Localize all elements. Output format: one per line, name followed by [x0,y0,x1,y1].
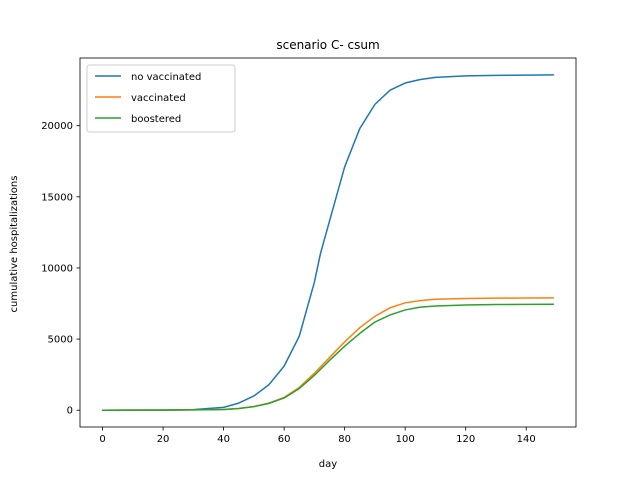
x-tick-label: 60 [278,434,291,445]
y-tick-label: 5000 [48,335,73,346]
plot-frame [79,57,577,428]
y-tick-label: 20000 [41,121,73,132]
legend-label: no vaccinated [131,72,201,83]
x-tick-label: 80 [338,434,351,445]
legend-box [86,64,236,133]
y-tick-label: 0 [67,406,73,417]
x-tick-label: 100 [396,434,415,445]
axes [79,57,577,428]
y-tick-label: 15000 [41,192,73,203]
legend: no vaccinated vaccinated boostered [86,64,236,133]
x-tick-label: 0 [99,434,105,445]
series-lines [101,74,555,411]
x-tick-label: 120 [456,434,475,445]
y-tick-label: 10000 [41,263,73,274]
x-tick-label: 20 [157,434,170,445]
x-axis-label: day [319,459,337,470]
series-line-no-vaccinated [101,74,555,411]
chart-title: scenario C- csum [276,38,379,52]
ticks: 0 20 40 60 80 100 120 140 0 5000 10000 15000 20000 [41,121,536,445]
x-tick-label: 40 [217,434,230,445]
x-tick-label: 140 [517,434,536,445]
legend-label: vaccinated [131,93,186,104]
y-axis-label: cumulative hospitalizations [9,176,20,313]
series-line-boostered [101,303,555,411]
legend-label: boostered [131,114,181,125]
